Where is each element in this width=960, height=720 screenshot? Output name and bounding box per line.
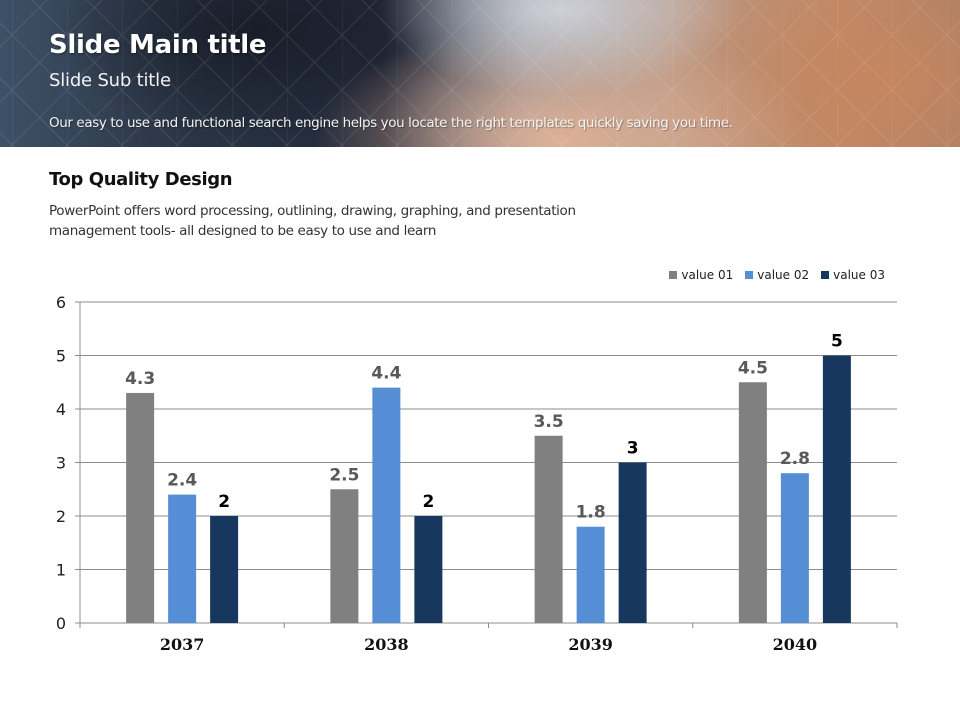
section-title: Top Quality Design [49, 169, 233, 190]
bar-chart: 0 1 2 3 4 5 6 4.3 2.4 2 2037 2.5 4.4 2 2038 3.5 1.8 3 2039… [56, 293, 898, 654]
data-label: 1.8 [576, 503, 606, 523]
slide-sub-title: Slide Sub title [49, 70, 171, 91]
bar-value-03-2040 [822, 355, 851, 623]
legend-label: value 03 [833, 268, 885, 282]
data-label: 2.4 [167, 471, 197, 491]
data-label: 4.4 [371, 364, 401, 384]
data-label: 4.3 [125, 369, 155, 389]
data-label: 3 [627, 439, 639, 459]
bar-value-01-2037 [126, 392, 155, 623]
bar-value-02-2037 [168, 494, 197, 623]
bar-value-03-2038 [414, 516, 443, 623]
y-tick-label: 5 [56, 347, 66, 366]
data-label: 5 [831, 332, 843, 352]
legend-item: value 01 [669, 268, 733, 282]
bar-value-02-2038 [372, 387, 401, 623]
chart-legend: value 01 value 02 value 03 [669, 268, 885, 282]
bar-value-02-2040 [780, 473, 809, 623]
legend-swatch [745, 271, 754, 279]
data-label: 2 [422, 492, 434, 512]
banner-description: Our easy to use and functional search en… [49, 115, 733, 131]
diamond-pattern [0, 0, 960, 147]
x-category-label: 2038 [364, 635, 409, 654]
x-category-label: 2037 [160, 635, 205, 654]
section-body-line-1: PowerPoint offers word processing, outli… [49, 203, 576, 219]
legend-label: value 01 [681, 268, 734, 282]
slide-main-title: Slide Main title [49, 30, 267, 60]
y-tick-label: 4 [56, 400, 66, 419]
y-tick-label: 1 [56, 561, 66, 580]
legend-label: value 02 [757, 268, 810, 282]
section-body: PowerPoint offers word processing, outli… [49, 202, 609, 241]
bar-value-03-2039 [618, 462, 647, 623]
bar-value-01-2040 [738, 382, 767, 623]
bar-value-03-2037 [210, 516, 239, 623]
bar-value-02-2039 [576, 526, 605, 623]
bar-value-01-2039 [534, 435, 563, 623]
data-label: 4.5 [738, 358, 768, 378]
data-label: 2 [218, 492, 230, 512]
x-category-label: 2039 [568, 635, 613, 654]
y-tick-label: 0 [56, 614, 66, 633]
data-label: 2.5 [329, 465, 359, 485]
bar-value-01-2038 [330, 489, 359, 623]
y-tick-label: 2 [56, 507, 66, 526]
legend-swatch [669, 271, 678, 279]
data-label: 3.5 [534, 412, 564, 432]
legend-item: value 02 [745, 268, 809, 282]
legend-swatch [821, 271, 830, 279]
legend-item: value 03 [821, 268, 885, 282]
section-body-line-2: management tools- all designed to be eas… [49, 222, 437, 239]
header-banner: Slide Main title Slide Sub title Our eas… [0, 0, 960, 147]
x-category-label: 2040 [773, 635, 818, 654]
y-tick-label: 6 [56, 293, 66, 312]
y-tick-label: 3 [56, 454, 66, 473]
data-label: 2.8 [780, 449, 810, 469]
